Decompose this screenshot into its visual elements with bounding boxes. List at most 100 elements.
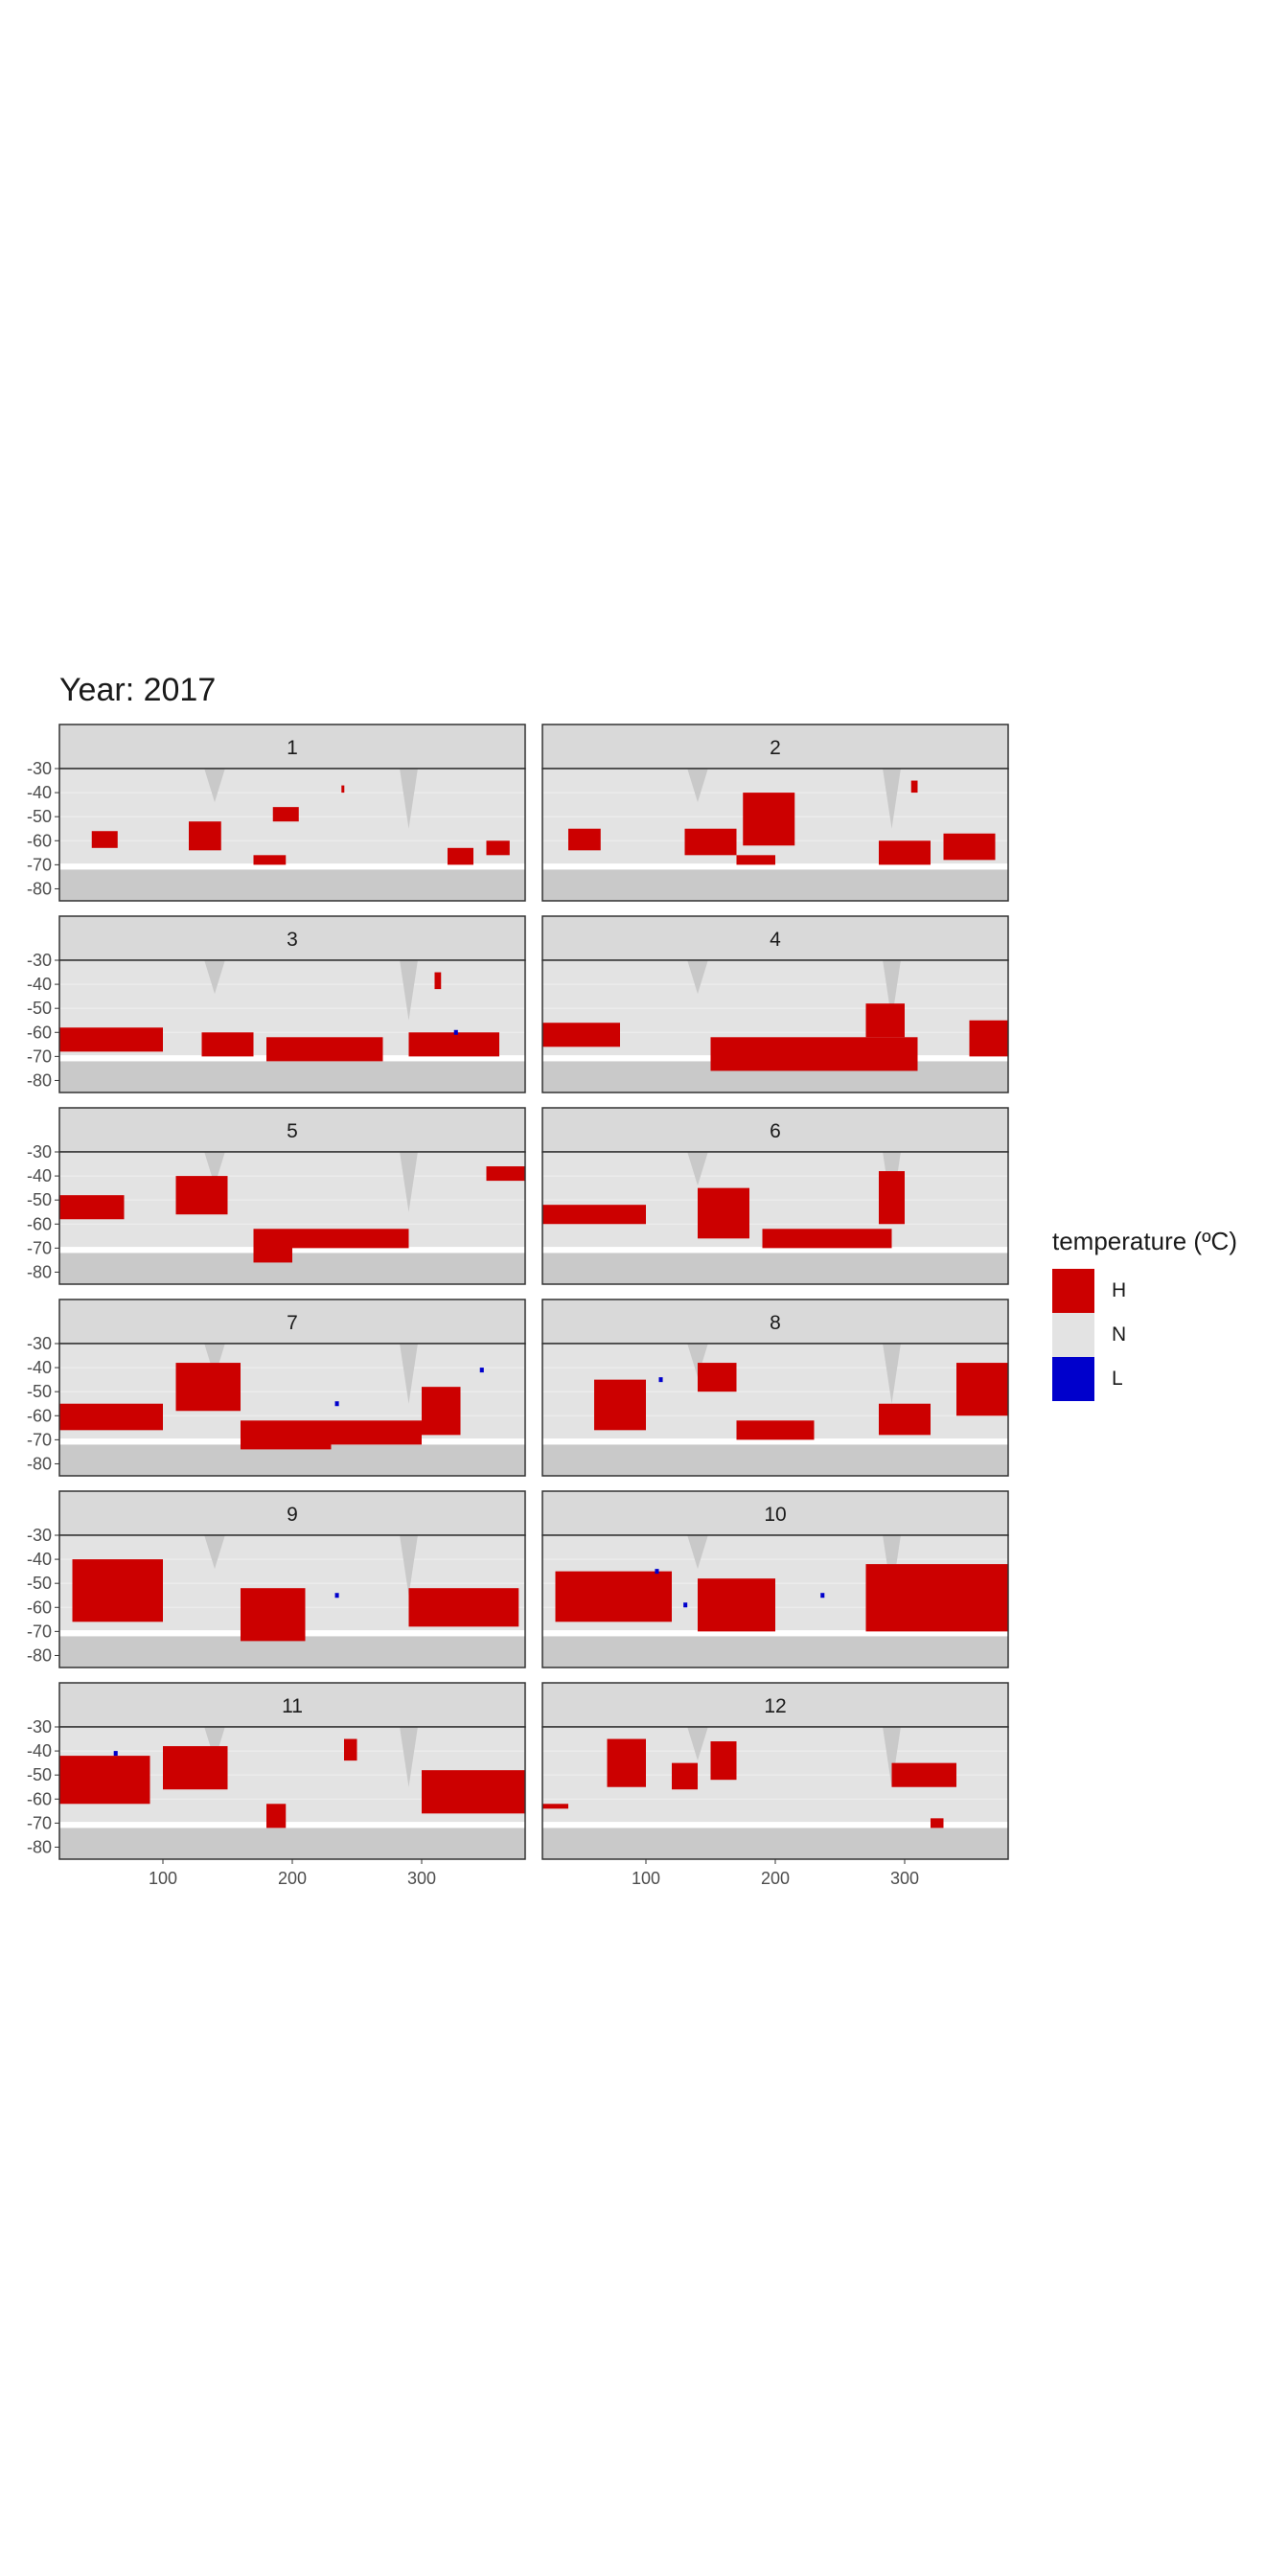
y-tick-label: -60 [27,1214,52,1233]
region-h [865,1003,905,1038]
y-tick-label: -80 [27,879,52,898]
ice-edge [542,1247,1008,1254]
facet-label: 12 [764,1695,786,1717]
region-h [241,1420,332,1450]
y-tick-label: -80 [27,1454,52,1473]
region-h [956,1363,1008,1416]
panel-border [541,1534,1009,1668]
facet-panel-8: 8 [541,1299,1009,1477]
land-area [204,1727,225,1761]
region-l [658,1377,663,1383]
region-h [865,1564,1008,1632]
facet-strip [541,1490,1009,1536]
panel-border [541,1151,1009,1285]
region-h [879,1171,905,1225]
panel-border [58,768,526,902]
region-h [331,1420,422,1445]
facet-label: 6 [770,1120,781,1142]
region-h [72,1559,163,1622]
region-h [931,1818,944,1828]
region-h [762,1229,892,1249]
region-h [542,1023,620,1047]
ice-edge [542,1822,1008,1828]
land-area [542,1828,1008,1859]
y-tick-label: -40 [27,1550,52,1569]
region-h [910,780,918,794]
land-area [204,769,225,803]
region-h [555,1571,672,1622]
panel-border [541,768,1009,902]
legend: temperature (ºC) H N L [1052,1227,1237,1401]
region-h [341,785,345,794]
ice-edge [542,1438,1008,1445]
land-area [542,1253,1008,1284]
facet-panel-1: 1 -30 -40 -50 -60 -70 -80 [27,724,526,902]
legend-label-l: L [1112,1368,1123,1390]
legend-key-n [1052,1313,1094,1357]
region-h [943,833,996,861]
y-tick-label: -80 [27,1837,52,1856]
land-area [687,1344,708,1378]
land-area [687,769,708,803]
y-tick-label: -70 [27,855,52,874]
y-tick-label: -60 [27,1598,52,1617]
region-h [434,972,442,990]
land-area [687,960,708,995]
y-tick-label: -50 [27,1765,52,1784]
region-h [422,1770,525,1814]
region-l [334,1401,339,1407]
facet-panel-2: 2 [541,724,1009,902]
legend-title: temperature (ºC) [1052,1227,1237,1255]
facet-label: 3 [287,929,298,951]
region-h [292,1229,409,1249]
x-tick-label: 100 [149,1869,177,1888]
region-h [684,828,737,856]
region-l [479,1368,484,1373]
legend-key-h [1052,1269,1094,1313]
plot-title: Year: 2017 [59,672,217,708]
y-tick-label: -60 [27,1406,52,1425]
region-h [969,1020,1008,1057]
region-h [59,1195,125,1220]
facet-panel-11: 11 -30 -40 -50 -60 -70 -80 100 200 300 [27,1682,526,1888]
panel-border [58,1534,526,1668]
land-area [687,1535,708,1570]
region-l [334,1593,339,1598]
region-h [672,1762,698,1790]
facet-panel-12: 12 100 200 300 [541,1682,1009,1888]
region-h [486,840,510,856]
panel-border [541,1343,1009,1477]
facet-strip [58,1490,526,1536]
land-area [883,1344,901,1404]
y-tick-label: -50 [27,999,52,1018]
x-tick-label: 300 [407,1869,436,1888]
region-h [568,828,601,851]
y-tick-label: -40 [27,1741,52,1760]
land-area [59,1444,525,1476]
facet-label: 9 [287,1504,298,1526]
y-tick-label: -70 [27,1813,52,1832]
y-tick-label: -30 [27,951,52,970]
land-area [400,1535,418,1596]
region-h [201,1032,254,1057]
panel-border [58,1343,526,1477]
region-h [272,807,299,822]
region-h [486,1166,525,1182]
region-h [175,1176,228,1215]
region-h [879,1403,931,1436]
region-h [736,1420,815,1440]
region-h [59,1027,163,1052]
panel-border [58,959,526,1093]
region-h [542,1205,646,1225]
facet-panel-10: 10 [541,1490,1009,1668]
x-tick-label: 200 [278,1869,307,1888]
y-tick-label: -60 [27,1023,52,1042]
y-tick-label: -70 [27,1238,52,1257]
land-area [687,1152,708,1186]
land-area [542,869,1008,901]
land-area [59,869,525,901]
legend-label-h: H [1112,1279,1127,1301]
y-tick-label: -40 [27,975,52,994]
region-h [344,1738,357,1761]
